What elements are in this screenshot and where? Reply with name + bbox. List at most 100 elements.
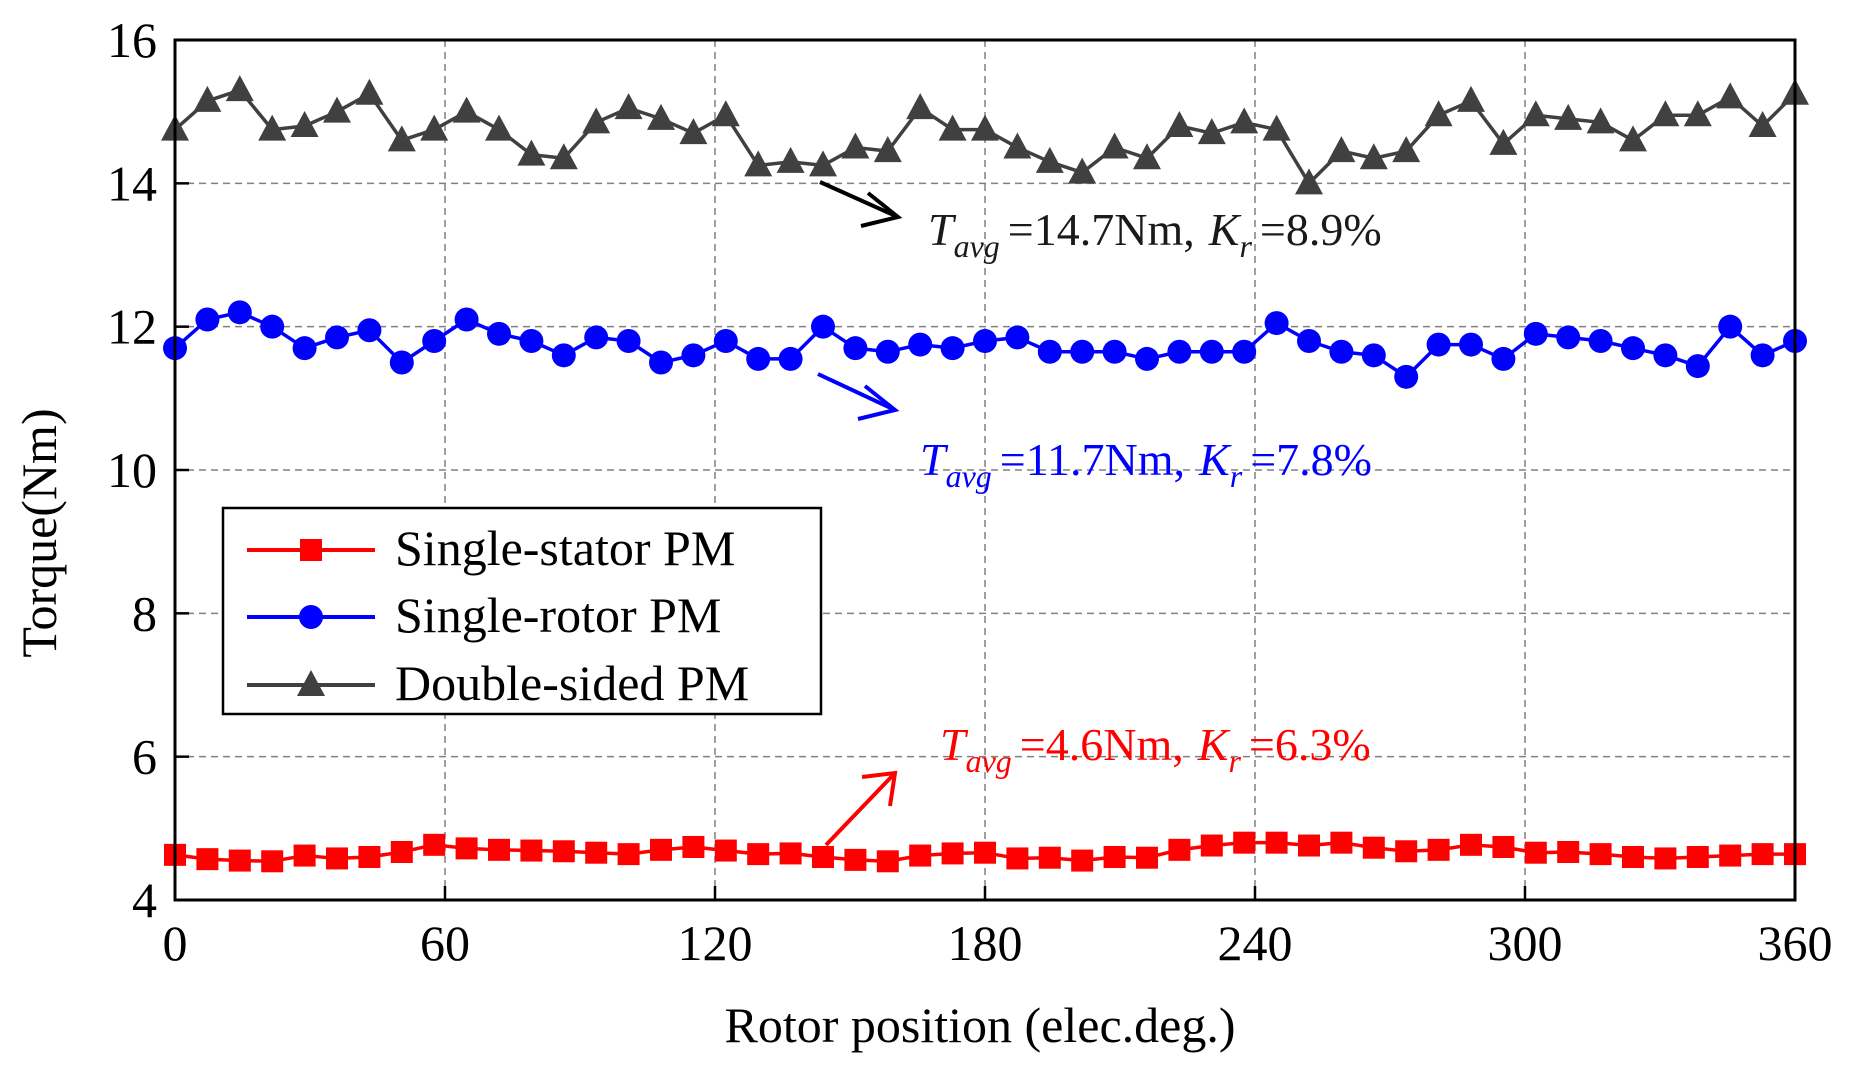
y-tick-label: 10 [107,442,157,498]
data-point-single-stator [1524,841,1547,864]
data-point-single-stator [1427,838,1450,861]
data-point-single-stator [617,843,640,866]
data-point-double-sided [517,139,546,166]
data-point-single-stator [1200,834,1223,857]
data-point-double-sided [1457,85,1485,112]
data-point-single-stator [552,840,575,863]
data-point-double-sided [711,100,740,127]
data-point-single-rotor [389,350,414,375]
data-point-single-rotor [1135,346,1159,371]
data-point-double-sided [873,136,902,163]
data-point-single-rotor [227,300,252,325]
data-point-single-stator [650,838,672,861]
k-symbol: K [1197,719,1231,770]
legend-label-double-sided: Double-sided PM [395,655,749,711]
data-point-double-sided [1683,100,1712,127]
data-point-double-sided [1295,168,1323,195]
data-point-double-sided [1165,111,1194,137]
data-point-single-stator [714,839,737,862]
data-point-single-rotor [292,336,317,361]
legend-marker-single-stator [300,539,322,561]
data-point-single-stator [261,850,284,873]
data-point-single-stator [1265,831,1288,854]
data-point-single-stator [682,835,705,858]
series-single-rotor [163,300,1807,389]
data-point-double-sided [841,132,870,159]
data-point-single-stator [455,837,478,860]
data-point-single-rotor [1361,343,1386,368]
data-point-single-rotor [584,325,609,350]
data-point-single-rotor [713,329,738,353]
data-point-single-rotor [1491,346,1516,371]
data-point-single-rotor [1167,339,1192,364]
data-point-single-stator [293,844,316,867]
t-symbol: T [920,434,949,485]
data-point-single-rotor [811,314,835,339]
data-point-single-rotor [778,346,803,371]
annotation-single-rotor: Tavg =11.7Nm, Kr =7.8% [817,372,1372,494]
x-tick-label: 240 [1218,915,1293,971]
data-point-single-rotor [940,336,965,361]
legend-label-single-rotor: Single-rotor PM [395,587,721,643]
k-value: =7.8% [1250,434,1372,485]
data-point-double-sided [744,150,773,177]
data-point-double-sided [1748,111,1777,137]
data-point-double-sided [1100,132,1129,159]
data-point-single-rotor [1394,364,1419,389]
data-point-single-rotor [875,339,900,364]
data-point-single-rotor [1037,339,1062,364]
t-sub: avg [954,228,1000,264]
data-point-single-rotor [1005,325,1030,350]
data-point-single-stator [1719,844,1742,867]
data-point-double-sided [290,111,319,137]
data-point-double-sided [776,146,805,173]
data-point-double-sided [1521,100,1550,127]
data-point-single-stator [1622,846,1644,868]
y-tick-label: 12 [107,299,157,355]
data-point-single-rotor [843,336,868,361]
data-point-single-rotor [422,329,447,353]
y-tick-label: 4 [132,872,157,928]
data-point-double-sided [679,118,708,145]
data-point-double-sided [938,114,967,141]
data-point-single-stator [196,848,219,871]
data-point-single-stator [423,833,446,856]
annotation-arrow-single-rotor [817,372,896,412]
data-point-single-stator [1298,834,1320,857]
data-point-single-rotor [487,321,511,346]
data-point-single-stator [326,847,348,870]
annotation-double-sided: Tavg =14.7Nm, Kr =8.9% [819,180,1382,264]
data-point-double-sided [420,114,449,141]
data-point-double-sided [1003,132,1032,159]
data-point-single-rotor [325,325,349,350]
data-point-double-sided [1651,100,1680,127]
data-point-double-sided [1035,146,1064,173]
y-tick-label: 14 [107,155,157,211]
annotation-text-single-rotor: Tavg =11.7Nm, Kr =7.8% [920,434,1372,494]
annotation-arrow-double-sided [819,180,899,219]
series-double-sided [161,75,1809,195]
data-point-single-rotor [649,350,673,375]
data-point-double-sided [582,107,611,134]
data-point-single-stator [1330,831,1353,854]
data-point-double-sided [193,85,222,112]
data-point-double-sided [1230,107,1259,134]
data-point-single-stator [1038,846,1061,869]
data-point-single-stator [1168,838,1191,861]
annotation-single-stator: Tavg =4.6Nm, Kr =6.3% [824,719,1371,847]
data-point-double-sided [1359,143,1388,170]
data-point-single-rotor [746,346,771,371]
data-point-single-rotor [1102,339,1127,364]
annotation-arrowhead-single-rotor [857,384,900,421]
data-point-single-rotor [1329,339,1354,364]
data-point-single-rotor [1459,332,1483,357]
data-point-single-rotor [1199,339,1224,364]
k-sub: r [1239,228,1252,264]
data-point-single-stator [974,841,996,864]
data-point-single-stator [909,844,932,867]
x-tick-label: 180 [948,915,1023,971]
y-tick-label: 8 [132,585,157,641]
data-point-single-stator [779,842,802,865]
data-point-double-sided [1327,136,1356,163]
